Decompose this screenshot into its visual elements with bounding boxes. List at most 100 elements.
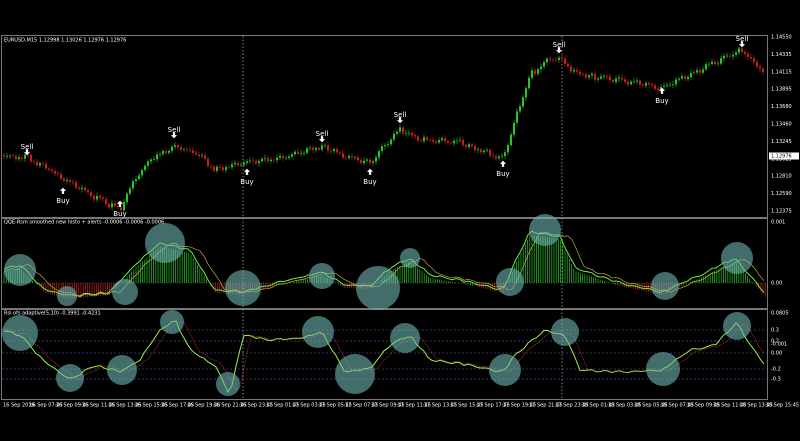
time-label: 16 Sep 17:45 <box>161 403 194 409</box>
candle-body <box>636 80 638 82</box>
candle-body <box>759 66 761 69</box>
candle-body <box>180 147 182 150</box>
candle-body <box>471 144 473 147</box>
candle-body <box>3 155 5 157</box>
candle-body <box>231 164 233 168</box>
candle-body <box>678 78 680 80</box>
candle-body <box>387 144 389 146</box>
candle-body <box>324 145 326 146</box>
candle-body <box>6 156 8 157</box>
highlight-circle <box>216 372 240 396</box>
signal-arrow <box>243 168 251 176</box>
candle-body <box>726 55 728 57</box>
candle-body <box>657 88 659 90</box>
highlight-circle <box>496 268 524 296</box>
highlight-circle <box>2 315 38 351</box>
qqe-header: QQE-Rsm smoothed new histo + alerts -0.0… <box>4 220 164 226</box>
candle-body <box>222 167 224 170</box>
candle-body <box>402 127 404 134</box>
candle-body <box>744 52 746 54</box>
candle-body <box>228 167 230 168</box>
candle-body <box>309 147 311 149</box>
candle-body <box>342 153 344 158</box>
qqe-axis-label: 0.001 <box>771 220 785 226</box>
candle-body <box>201 155 203 157</box>
candle-body <box>762 68 764 73</box>
candle-body <box>378 151 380 158</box>
candle-body <box>408 132 410 134</box>
rsi-header: Rsi ofs adaptive(5,10) -0.3991 -0.4231 <box>4 311 101 317</box>
signal-label: Sell <box>21 143 34 151</box>
rsi-axis-label: -0.2 <box>771 367 781 373</box>
candle-body <box>75 182 77 188</box>
candle-body <box>672 84 674 86</box>
candle-body <box>210 165 212 167</box>
highlight-circle <box>56 364 84 392</box>
candle-body <box>567 63 569 67</box>
candle-body <box>717 63 719 65</box>
candle-body <box>84 187 86 191</box>
candle-body <box>366 159 368 161</box>
highlight-circle <box>309 263 335 289</box>
candle-body <box>288 156 290 158</box>
candle-body <box>213 166 215 171</box>
time-label: 17 Sep 13:45 <box>424 403 457 409</box>
time-label: 18 Sep 01:45 <box>582 403 615 409</box>
candle-body <box>624 79 626 82</box>
time-label: 17 Sep 19:45 <box>503 403 536 409</box>
candle-body <box>132 181 134 189</box>
candle-body <box>357 157 359 161</box>
candle-body <box>369 159 371 163</box>
candle-body <box>105 198 107 205</box>
candle-body <box>459 139 461 141</box>
candle-body <box>66 179 68 181</box>
candle-body <box>117 205 119 208</box>
time-label: 18 Sep 03:45 <box>608 403 641 409</box>
current-price-box <box>769 152 799 160</box>
highlight-circle <box>390 323 420 353</box>
time-label: 17 Sep 17:45 <box>476 403 509 409</box>
candle-body <box>12 155 14 157</box>
candle-body <box>204 155 206 159</box>
signal-label: Buy <box>655 97 668 105</box>
candle-body <box>582 74 584 75</box>
candle-body <box>270 159 272 162</box>
time-label: 18 Sep 09:45 <box>687 403 720 409</box>
candle-body <box>669 85 671 86</box>
price-label: 1.13245 <box>771 139 792 145</box>
candle-body <box>648 83 650 85</box>
time-label: 18 Sep 07:45 <box>661 403 694 409</box>
price-label: 1.13680 <box>771 104 792 110</box>
candle-body <box>609 76 611 80</box>
candle-body <box>18 157 20 159</box>
highlight-circle <box>4 254 36 286</box>
candle-body <box>435 141 437 143</box>
highlight-circle <box>646 352 680 386</box>
signal-label: Sell <box>736 35 749 43</box>
time-label: 16 Sep 11:45 <box>82 403 115 409</box>
candle-body <box>372 161 374 163</box>
candle-body <box>285 157 287 159</box>
candle-body <box>189 149 191 151</box>
candle-body <box>267 158 269 162</box>
candle-body <box>555 59 557 61</box>
candle-body <box>93 195 95 200</box>
candle-body <box>162 150 164 154</box>
candle-body <box>495 156 497 159</box>
candle-body <box>516 111 518 123</box>
candle-body <box>318 148 320 150</box>
signal-arrow <box>738 40 746 48</box>
price-label: 1.12375 <box>771 209 792 215</box>
rsi-axis-label: 0.0805 <box>771 311 789 317</box>
candle-body <box>351 156 353 158</box>
candle-body <box>108 204 110 208</box>
candle-body <box>246 161 248 163</box>
highlight-circle <box>721 242 753 274</box>
candle-body <box>45 163 47 169</box>
candle-body <box>186 149 188 151</box>
candle-body <box>588 75 590 78</box>
candle-body <box>696 70 698 73</box>
candle-body <box>177 145 179 148</box>
candle-body <box>159 153 161 155</box>
